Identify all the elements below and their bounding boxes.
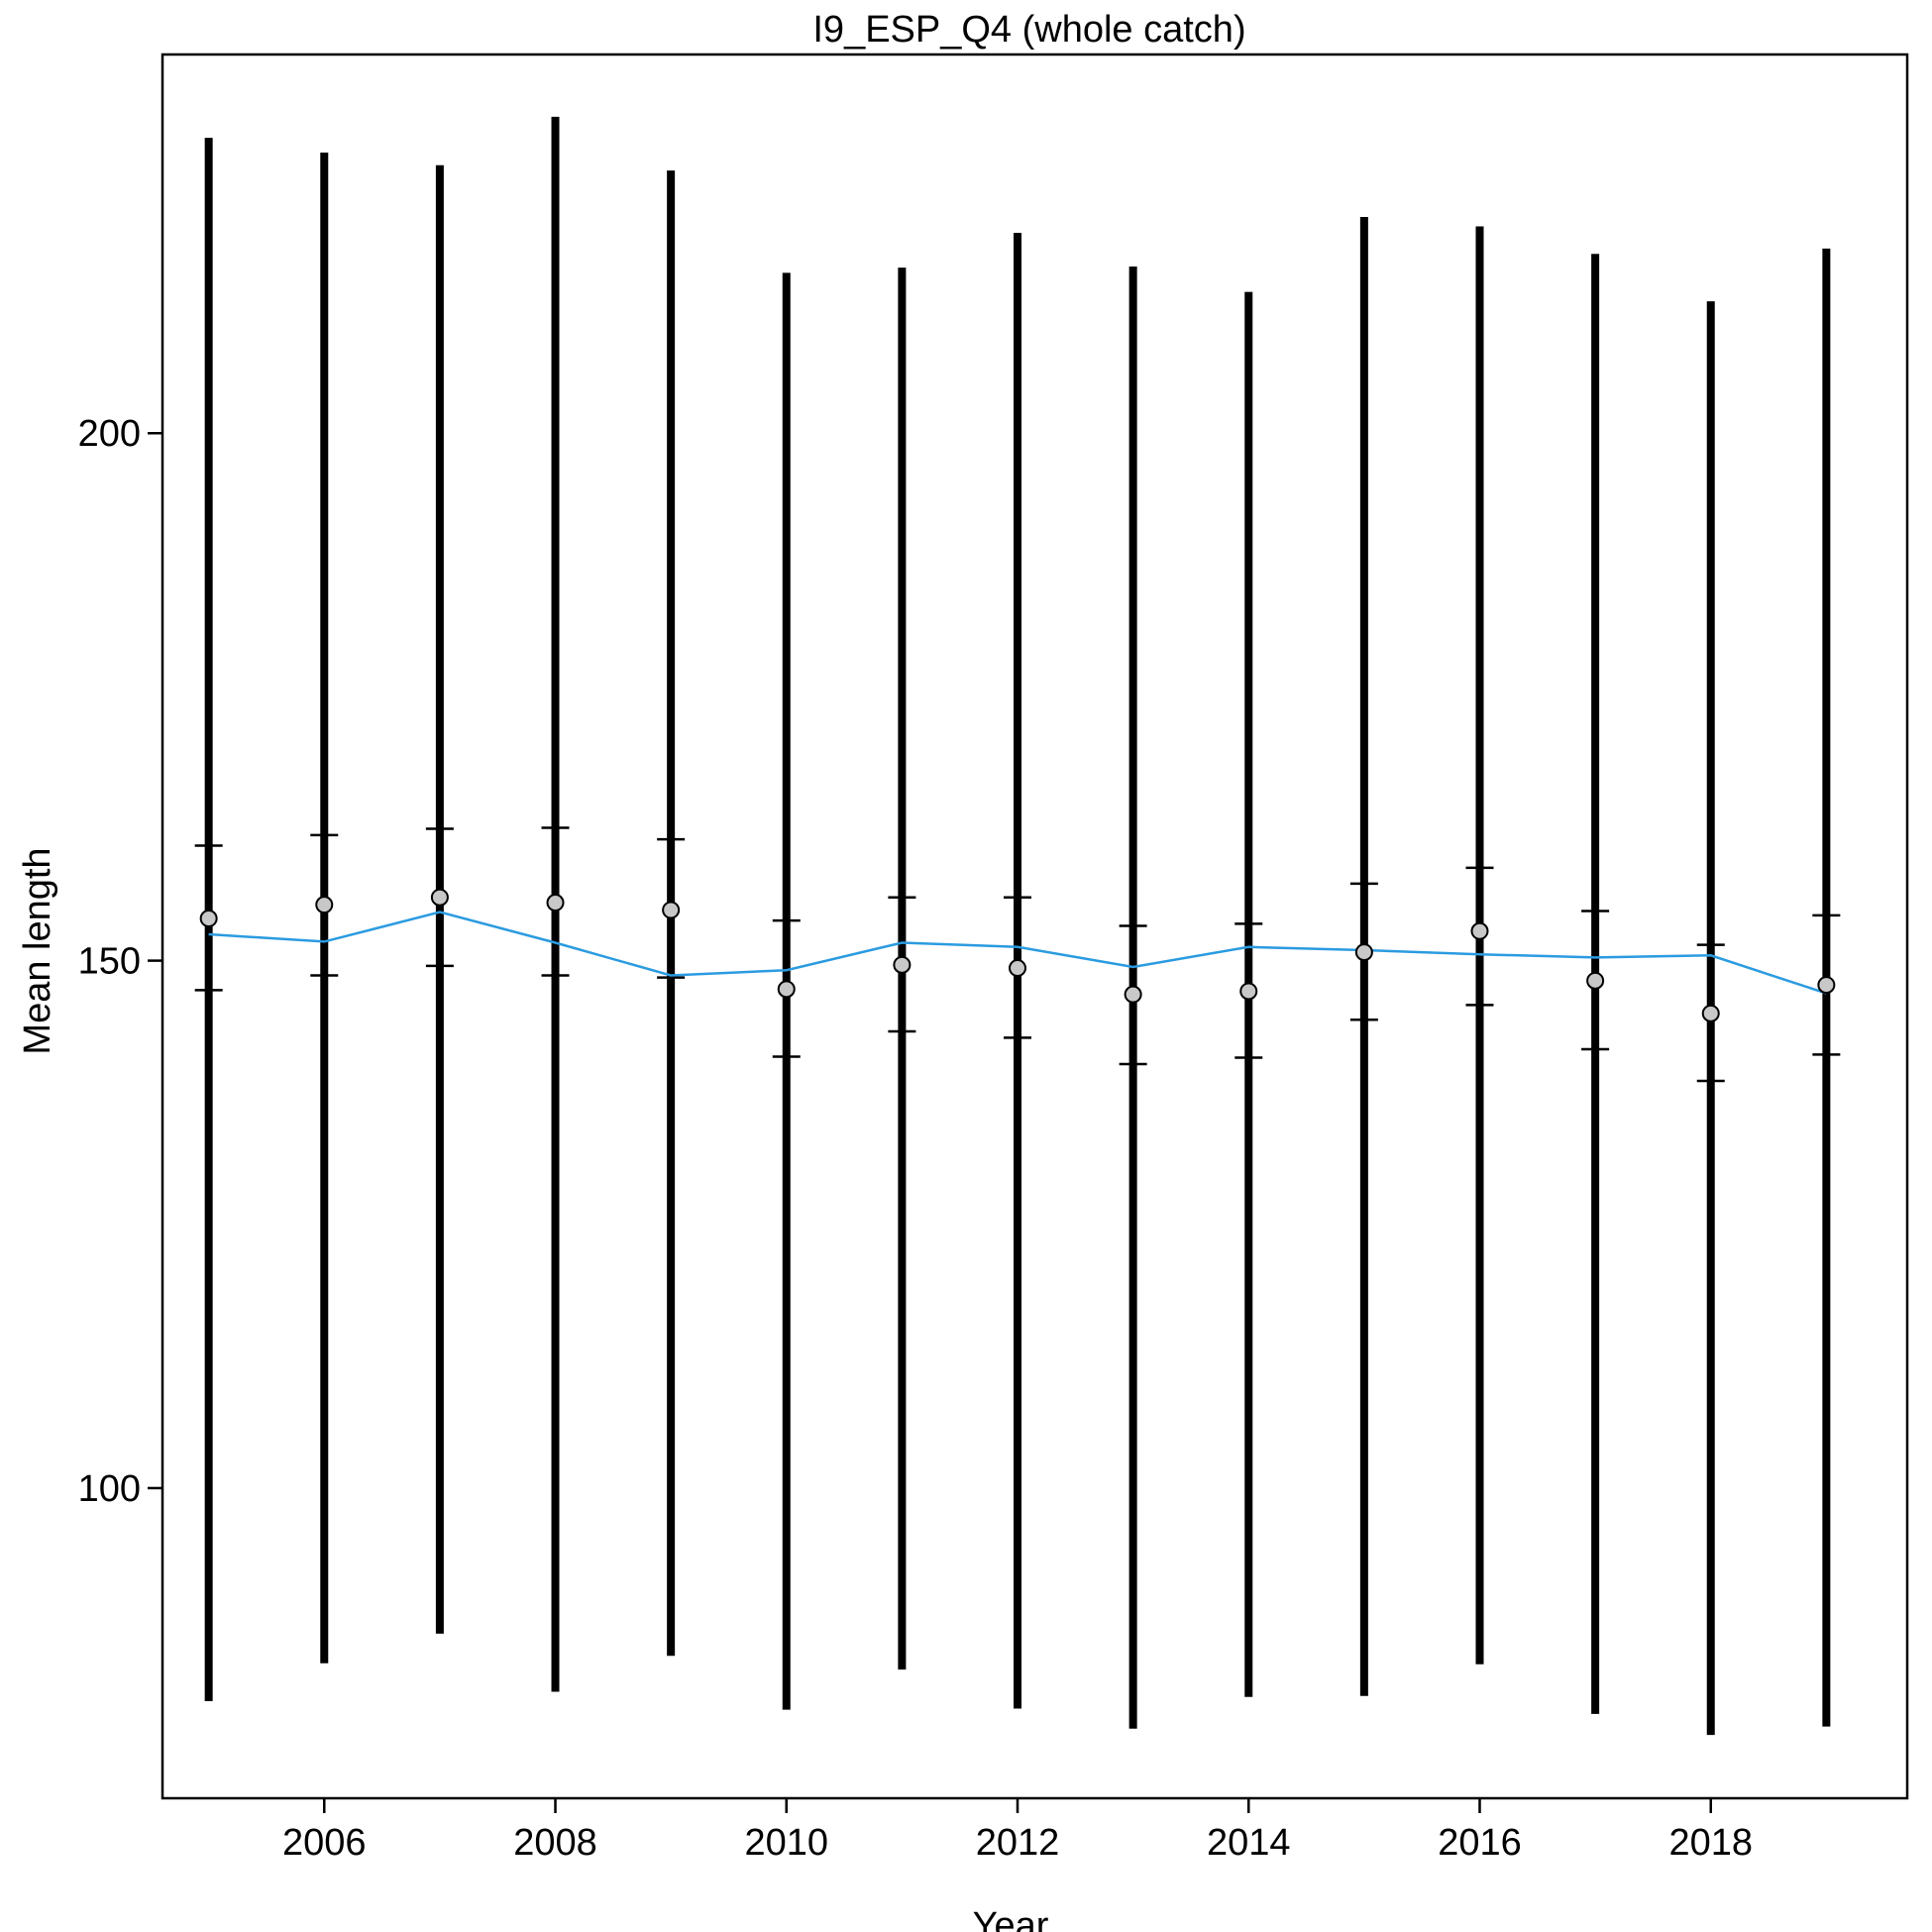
plot-area (194, 116, 1841, 1736)
observed-point (1701, 1004, 1720, 1022)
x-tick-label: 2016 (1438, 1822, 1522, 1864)
y-tick-label: 150 (78, 941, 141, 983)
observed-point (1817, 976, 1836, 995)
observed-point (1124, 985, 1142, 1004)
x-tick-label: 2008 (513, 1822, 597, 1864)
observed-point (1009, 959, 1027, 978)
y-tick-label: 100 (78, 1468, 141, 1510)
y-axis-label: Mean length (17, 847, 58, 1054)
x-tick-label: 2014 (1207, 1822, 1291, 1864)
observed-point (546, 894, 565, 912)
chart-title: I9_ESP_Q4 (whole catch) (812, 9, 1245, 51)
observed-point (662, 901, 681, 919)
observed-point (1354, 943, 1373, 962)
expected-line (208, 911, 1827, 995)
x-tick-label: 2018 (1668, 1822, 1753, 1864)
x-tick-label: 2006 (282, 1822, 367, 1864)
observed-point (893, 955, 912, 974)
observed-point (199, 910, 218, 928)
axes: 2006 2008 2010 2012 2014 2016 2018 100 150 200 (78, 413, 1753, 1864)
observed-point (430, 888, 449, 907)
x-tick-label: 2012 (976, 1822, 1060, 1864)
x-axis-label: Year (973, 1905, 1049, 1932)
y-tick-label: 200 (78, 413, 141, 455)
observed-point (777, 980, 796, 999)
observed-point (1239, 982, 1258, 1001)
plot-frame (161, 53, 1909, 1800)
observed-point (1586, 971, 1605, 990)
observed-point (315, 896, 334, 914)
observed-point (1470, 921, 1489, 940)
x-tick-label: 2010 (744, 1822, 828, 1864)
